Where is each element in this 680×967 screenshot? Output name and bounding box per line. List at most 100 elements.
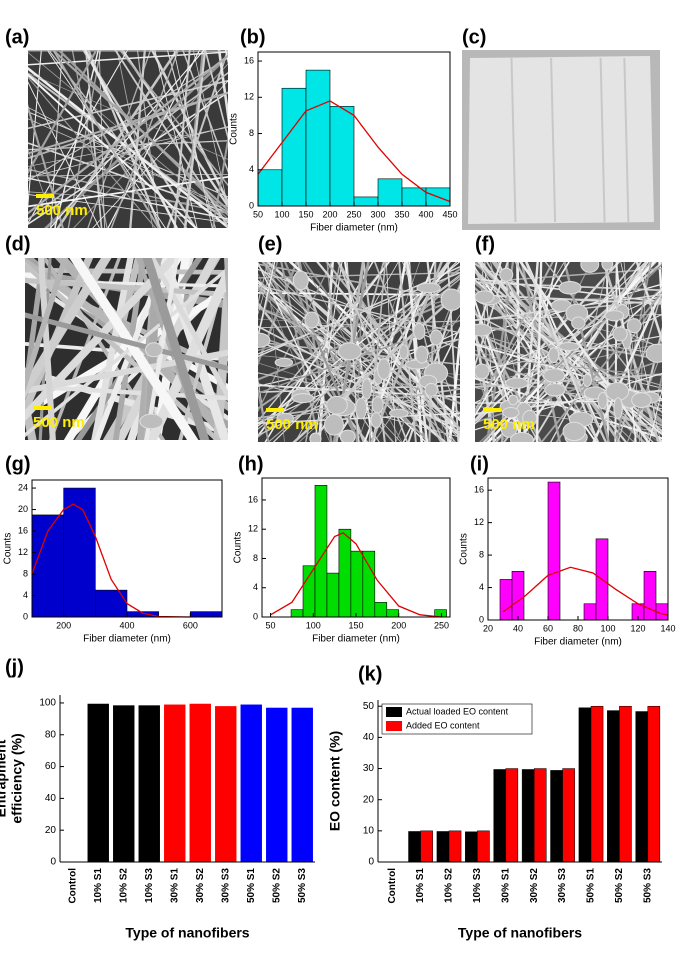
panel-label: (h): [238, 453, 264, 475]
y-tick-label: 60: [45, 761, 57, 772]
legend-label: Added EO content: [406, 720, 480, 730]
fiber: [535, 262, 543, 442]
bar: [607, 710, 620, 863]
y-tick-label: 20: [363, 794, 375, 805]
y-tick-label: 16: [248, 494, 258, 504]
y-tick-label: 8: [479, 549, 484, 559]
bead: [544, 383, 566, 397]
x-tick-label: 50: [253, 209, 263, 219]
bar: [281, 87, 307, 207]
x-tick-label: 150: [298, 209, 313, 219]
fiber: [28, 50, 42, 210]
bar: [533, 768, 547, 863]
y-tick-label: 20: [18, 504, 28, 514]
x-tick-label: Control: [387, 868, 398, 904]
bead: [145, 342, 163, 358]
y-tick-label: 40: [45, 793, 57, 804]
bar: [138, 705, 160, 862]
bead: [398, 344, 409, 360]
fiber: [114, 50, 228, 228]
x-tick-label: 20: [483, 623, 493, 633]
y-tick-label: 0: [50, 857, 56, 868]
fiber: [28, 76, 157, 228]
bar: [164, 704, 186, 862]
bead: [139, 413, 164, 430]
fiber: [316, 262, 460, 438]
x-tick-label: 300: [370, 209, 385, 219]
fiber: [475, 372, 662, 431]
bead: [274, 357, 294, 367]
x-tick-label: 250: [346, 209, 361, 219]
panel-label: (k): [358, 663, 382, 685]
y-axis-label: Entrapment: [0, 739, 9, 817]
bar: [386, 609, 400, 618]
fiber: [648, 389, 662, 442]
fiber: [28, 194, 228, 224]
x-tick-label: 140: [660, 623, 675, 633]
bead: [562, 421, 586, 442]
fiber: [28, 51, 228, 66]
y-axis-label: Counts: [459, 533, 470, 565]
x-tick-label: 10% S2: [118, 868, 129, 903]
fiber: [149, 258, 228, 402]
bead: [361, 378, 372, 400]
x-tick-label: 50% S2: [614, 868, 625, 903]
fiber: [475, 279, 662, 436]
bead: [389, 408, 409, 418]
fiber: [52, 50, 160, 228]
fiber: [49, 50, 205, 228]
y-tick-label: 12: [474, 517, 484, 527]
y-axis-label: efficiency (%): [9, 733, 25, 823]
fiber: [71, 50, 108, 228]
bar: [257, 169, 283, 207]
panel-label: (a): [5, 26, 29, 48]
fiber: [258, 362, 460, 428]
x-tick-label: 450: [442, 209, 457, 219]
fiber: [258, 386, 270, 442]
fiber: [475, 262, 621, 423]
panel-label: (e): [258, 233, 282, 255]
bar: [511, 571, 525, 621]
x-tick-label: 10% S2: [444, 868, 455, 903]
bar: [95, 589, 128, 618]
bead: [604, 310, 625, 322]
image: [475, 257, 680, 447]
bead: [370, 412, 382, 429]
bead: [413, 322, 426, 340]
y-axis-label: Counts: [233, 532, 244, 564]
fiber: [25, 266, 228, 438]
fiber: [154, 50, 198, 228]
bar: [338, 528, 352, 618]
fiber: [25, 258, 179, 422]
bead: [475, 363, 490, 380]
y-tick-label: 80: [45, 729, 57, 740]
x-tick-label: 200: [322, 209, 337, 219]
fiber: [615, 262, 637, 442]
fiber: [673, 257, 680, 447]
bar: [401, 187, 427, 207]
bead: [499, 267, 514, 282]
x-tick-label: 40: [513, 623, 523, 633]
fiber: [226, 419, 228, 440]
y-tick-label: 16: [244, 55, 254, 65]
fiber: [37, 258, 56, 440]
fiber: [258, 262, 333, 413]
panel-label: (d): [5, 233, 31, 255]
fiber: [540, 290, 662, 442]
bar: [266, 707, 288, 862]
x-tick-label: 600: [183, 620, 198, 630]
image: [28, 50, 228, 228]
bar: [499, 579, 513, 621]
x-tick-label: 10% S3: [472, 868, 483, 903]
bar: [126, 611, 159, 618]
fit-curve: [257, 100, 451, 203]
bead: [304, 311, 320, 329]
x-tick-label: 50% S3: [642, 868, 653, 903]
fiber: [43, 54, 228, 228]
bead: [291, 393, 315, 404]
fiber: [314, 262, 343, 442]
legend-swatch: [386, 707, 402, 717]
fiber: [620, 262, 662, 442]
legend-swatch: [386, 721, 402, 731]
